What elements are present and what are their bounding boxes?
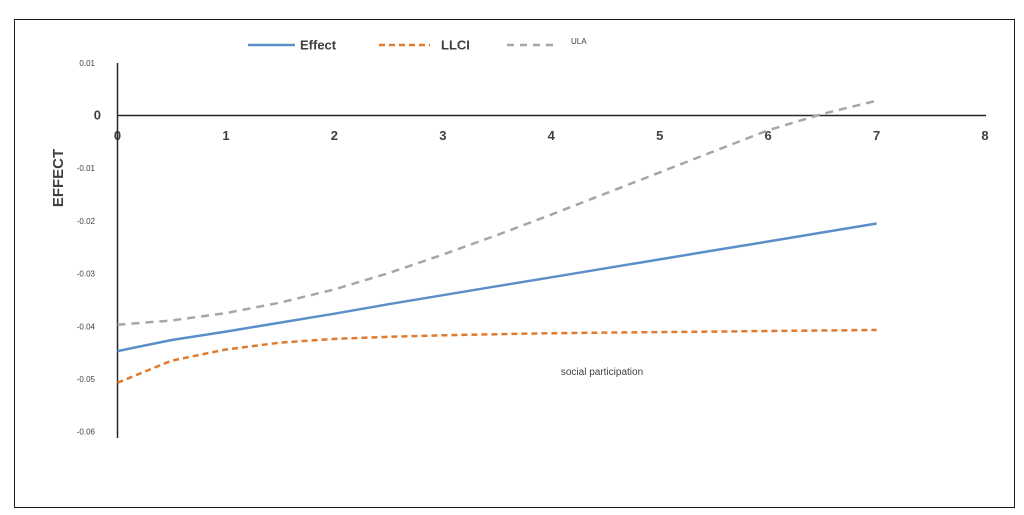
- y-tick-label: -0.05: [77, 375, 96, 384]
- x-tick-label: 4: [548, 128, 556, 143]
- legend-label-ula: ULA: [571, 37, 587, 46]
- x-tick-label: 3: [439, 128, 446, 143]
- legend: Effect LLCI ULA: [248, 37, 587, 53]
- x-tick-label: 8: [981, 128, 988, 143]
- y-axis-ticks: 0.01 0 -0.01 -0.02 -0.03 -0.04 -0.05 -0.06: [77, 59, 101, 437]
- series-line-effect: [117, 222, 877, 353]
- y-tick-label: 0.01: [79, 59, 95, 68]
- legend-label-llci: LLCI: [441, 38, 470, 53]
- series-line-llci: [117, 328, 877, 384]
- x-tick-label: 2: [331, 128, 338, 143]
- series-line-ula: [117, 99, 877, 326]
- x-tick-label: 1: [222, 128, 229, 143]
- legend-label-effect: Effect: [300, 38, 337, 53]
- y-tick-label: -0.04: [77, 322, 96, 331]
- x-tick-label: 5: [656, 128, 663, 143]
- chart-frame: [14, 19, 1015, 508]
- x-axis-ticks: 012345678: [114, 128, 989, 143]
- y-tick-label: -0.03: [77, 270, 96, 279]
- x-tick-label: 6: [765, 128, 772, 143]
- y-tick-label: -0.02: [77, 217, 96, 226]
- y-tick-label: 0: [94, 108, 101, 123]
- y-tick-label: -0.01: [77, 164, 96, 173]
- y-tick-label: -0.06: [77, 428, 96, 437]
- y-axis-label: EFFECT: [50, 149, 67, 207]
- series-layer: [117, 99, 877, 384]
- annotation-social-participation: social participation: [561, 367, 643, 378]
- x-tick-label: 7: [873, 128, 880, 143]
